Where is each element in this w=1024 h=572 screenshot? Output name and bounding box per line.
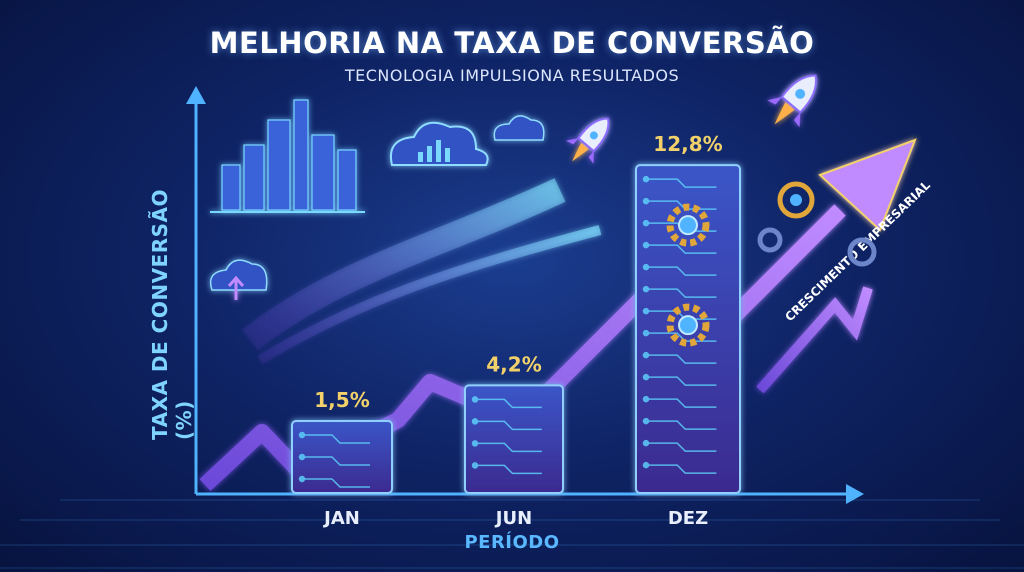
x-tick-label: JAN — [322, 508, 360, 529]
cloud-upload-icon — [209, 259, 268, 300]
value-label: 4,2% — [486, 352, 541, 376]
circuit-pattern — [471, 396, 542, 475]
floor-grid — [0, 499, 1024, 569]
x-axis-label: PERÍODO — [464, 532, 560, 553]
x-tick-label: DEZ — [668, 508, 708, 529]
x-tick-label: JUN — [494, 508, 532, 529]
value-label: 1,5% — [314, 388, 369, 412]
city-skyline-icon — [210, 99, 365, 213]
gear-icon — [757, 227, 877, 267]
bars-layer: 1,5% JAN 4,2% JUN 12,8% DEZ — [291, 132, 741, 529]
data-stream — [242, 178, 602, 365]
bar-jun — [464, 384, 564, 494]
chart-subtitle: TECNOLOGIA IMPULSIONA RESULTADOS — [344, 66, 680, 85]
rocket-icon — [565, 117, 610, 164]
bar-jan — [291, 420, 393, 494]
value-label: 12,8% — [653, 132, 722, 156]
gear-icon — [666, 303, 710, 347]
chart-title: MELHORIA NA TAXA DE CONVERSÃO — [209, 26, 815, 60]
cloud-icon — [493, 115, 545, 141]
circuit-pattern — [298, 431, 370, 488]
circuit-pattern — [642, 175, 717, 474]
gear-icon — [666, 203, 710, 247]
cloud-chart-icon — [390, 121, 489, 166]
gear-icon — [777, 181, 815, 219]
rocket-icon — [767, 74, 817, 128]
y-axis — [186, 86, 206, 494]
